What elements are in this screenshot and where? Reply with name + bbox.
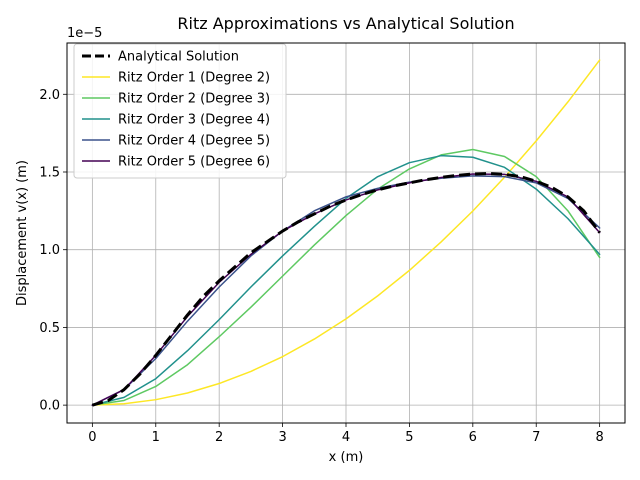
series-layer <box>91 59 601 407</box>
x-tick-label: 1 <box>152 430 160 445</box>
series-line-1 <box>91 172 601 407</box>
legend-label-5: Ritz Order 4 (Degree 5) <box>118 134 270 149</box>
y-tick-label: 0.0 <box>39 399 60 414</box>
x-tick-label: 0 <box>88 430 96 445</box>
legend: Analytical Solution Ritz Order 1 (Degree … <box>73 43 287 179</box>
y-tick-label: 1.0 <box>39 243 60 258</box>
series-line-3 <box>91 148 601 406</box>
legend-label-3: Ritz Order 2 (Degree 3) <box>118 92 270 107</box>
y-axis-label: Displacement v(x) (m) <box>15 160 30 306</box>
legend-label-4: Ritz Order 3 (Degree 4) <box>118 113 270 128</box>
x-tick-label: 4 <box>342 430 350 445</box>
ticks: 0 1 2 3 4 5 6 7 8 0.0 0.5 1.0 1.5 2.0 <box>39 88 603 445</box>
legend-label-2: Ritz Order 1 (Degree 2) <box>118 71 270 86</box>
series-line-5 <box>91 175 601 406</box>
y-tick-label: 2.0 <box>39 88 60 103</box>
x-tick-label: 2 <box>215 430 223 445</box>
chart-title: Ritz Approximations vs Analytical Soluti… <box>177 14 514 33</box>
legend-label-6: Ritz Order 5 (Degree 6) <box>118 155 270 170</box>
y-tick-label: 0.5 <box>39 321 60 336</box>
x-tick-label: 8 <box>595 430 603 445</box>
y-scale-exponent: 1e−5 <box>67 26 102 41</box>
x-axis-label: x (m) <box>329 450 364 465</box>
x-tick-label: 7 <box>532 430 540 445</box>
x-tick-label: 6 <box>469 430 477 445</box>
series-line-2 <box>91 59 601 406</box>
x-tick-label: 5 <box>405 430 413 445</box>
x-tick-label: 3 <box>278 430 286 445</box>
legend-box <box>73 43 287 179</box>
legend-label-1: Analytical Solution <box>118 50 239 65</box>
y-tick-label: 1.5 <box>39 165 60 180</box>
